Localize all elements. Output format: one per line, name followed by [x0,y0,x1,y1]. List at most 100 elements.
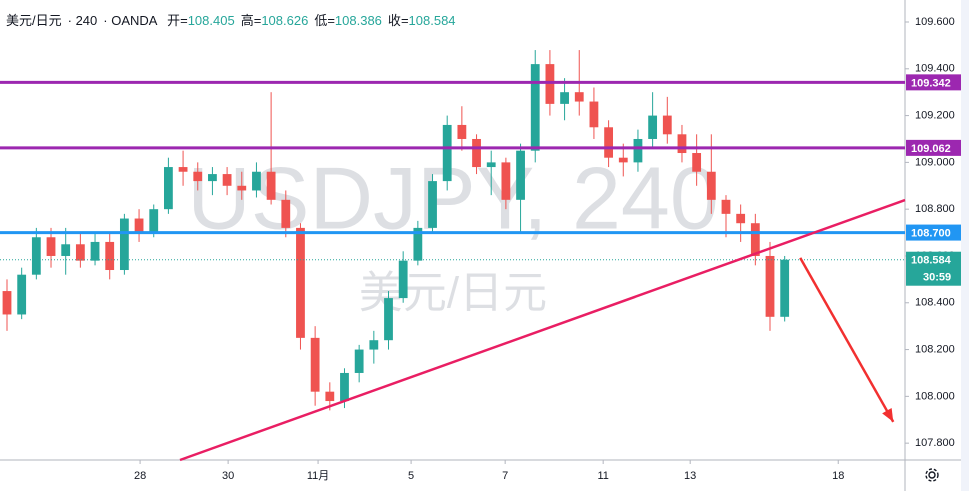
symbol: 美元/日元 [6,13,62,28]
y-tick-label: 107.800 [915,437,955,449]
candle-body [428,181,437,228]
candle-body [736,213,746,224]
candle-body [46,237,56,256]
watermark: USDJPY, 240 [187,148,719,247]
ohlc: 开=108.405 高=108.626 低=108.386 收=108.584 [167,13,461,28]
candle-body [2,291,12,315]
candle-body [442,124,452,182]
y-tick-label: 109.600 [915,16,955,28]
ohlc-item: 开=108.405 [167,13,235,28]
separator: = [253,13,262,28]
candle-body [545,64,555,104]
x-tick-label: 11月 [307,470,329,482]
candle-body [164,167,173,210]
level-label-bg [906,74,961,91]
last-price-bg [906,251,961,286]
arrow-head [882,407,894,422]
candle-body [237,185,247,191]
level-label-bg [906,139,961,156]
candle-body [17,274,27,315]
separator: = [327,13,335,28]
candle-body [119,218,129,271]
candle-body [208,174,217,182]
candle-body [574,92,584,102]
x-tick-label: 28 [134,470,146,482]
trendline [179,198,906,462]
separator: = [400,13,409,28]
candle-body [604,127,614,158]
x-tick-label: 18 [832,470,844,482]
candle-body [530,64,540,151]
candle-body [472,138,481,168]
candle-body [296,227,305,338]
level-label: 108.700 [911,227,951,239]
candle-body [90,241,100,261]
plot-area [2,50,790,411]
settings-icon[interactable] [925,468,939,482]
candle-body [75,244,85,261]
x-tick-label: 5 [408,470,414,482]
candle-body [222,174,232,186]
candle-body [648,115,658,139]
candle-body [178,167,188,172]
candle-body [413,227,423,261]
x-tick-label: 11 [597,470,608,482]
candle-body [193,171,203,182]
candle-body [618,157,628,163]
arrow-shaft [799,257,895,423]
candle-body [721,199,731,214]
candle-body [266,171,276,200]
ohlc-key: 收 [387,13,401,28]
candle-body [560,92,569,104]
countdown: 30:59 [923,272,951,284]
candle-body [457,124,467,139]
candle-body [252,171,261,191]
candle-body [677,134,687,154]
candle-body [662,115,672,135]
candle-body [340,372,349,402]
candle-body [105,241,115,271]
ohlc-value: 108.405 [187,13,235,28]
level-label: 109.062 [911,143,951,155]
candle-body [384,298,393,341]
level-label-bg [906,224,961,241]
ohlc-value: 108.626 [261,13,309,28]
y-tick-label: 108.400 [915,297,955,309]
candle-body [325,391,335,402]
candle-body [780,259,790,317]
ohlc-value: 108.386 [334,13,382,28]
ohlc-key: 高 [240,13,254,28]
candle-body [149,209,159,233]
y-tick-label: 108.000 [915,390,955,402]
candle-body [31,237,41,275]
y-tick-label: 108.200 [915,343,955,355]
candle-body [310,337,320,392]
x-tick-label: 13 [684,470,696,482]
candle-body [398,260,408,299]
candle-body [354,349,364,373]
y-tick-label: 108.800 [915,203,955,215]
candle-body [706,171,716,200]
candle-body [501,162,511,200]
candle-body [589,101,599,128]
candle-body [134,218,144,233]
y-tick-label: 109.400 [915,63,955,75]
separator: = [180,13,188,28]
ohlc-item: 低=108.386 [314,13,382,28]
ohlc-item: 收=108.584 [388,13,456,28]
ohlc-value: 108.584 [408,13,456,28]
level-label: 109.342 [911,77,951,89]
candle-body [516,150,525,200]
interval: 240 [75,13,98,28]
candle-body [765,255,775,317]
candle-body [750,223,760,256]
source: OANDA [111,13,158,28]
x-tick-label: 30 [222,470,234,482]
candle-body [369,340,379,350]
candle-body [486,162,496,168]
ohlc-key: 低 [314,13,328,28]
candle-body [61,244,71,256]
x-tick-label: 7 [502,470,508,482]
